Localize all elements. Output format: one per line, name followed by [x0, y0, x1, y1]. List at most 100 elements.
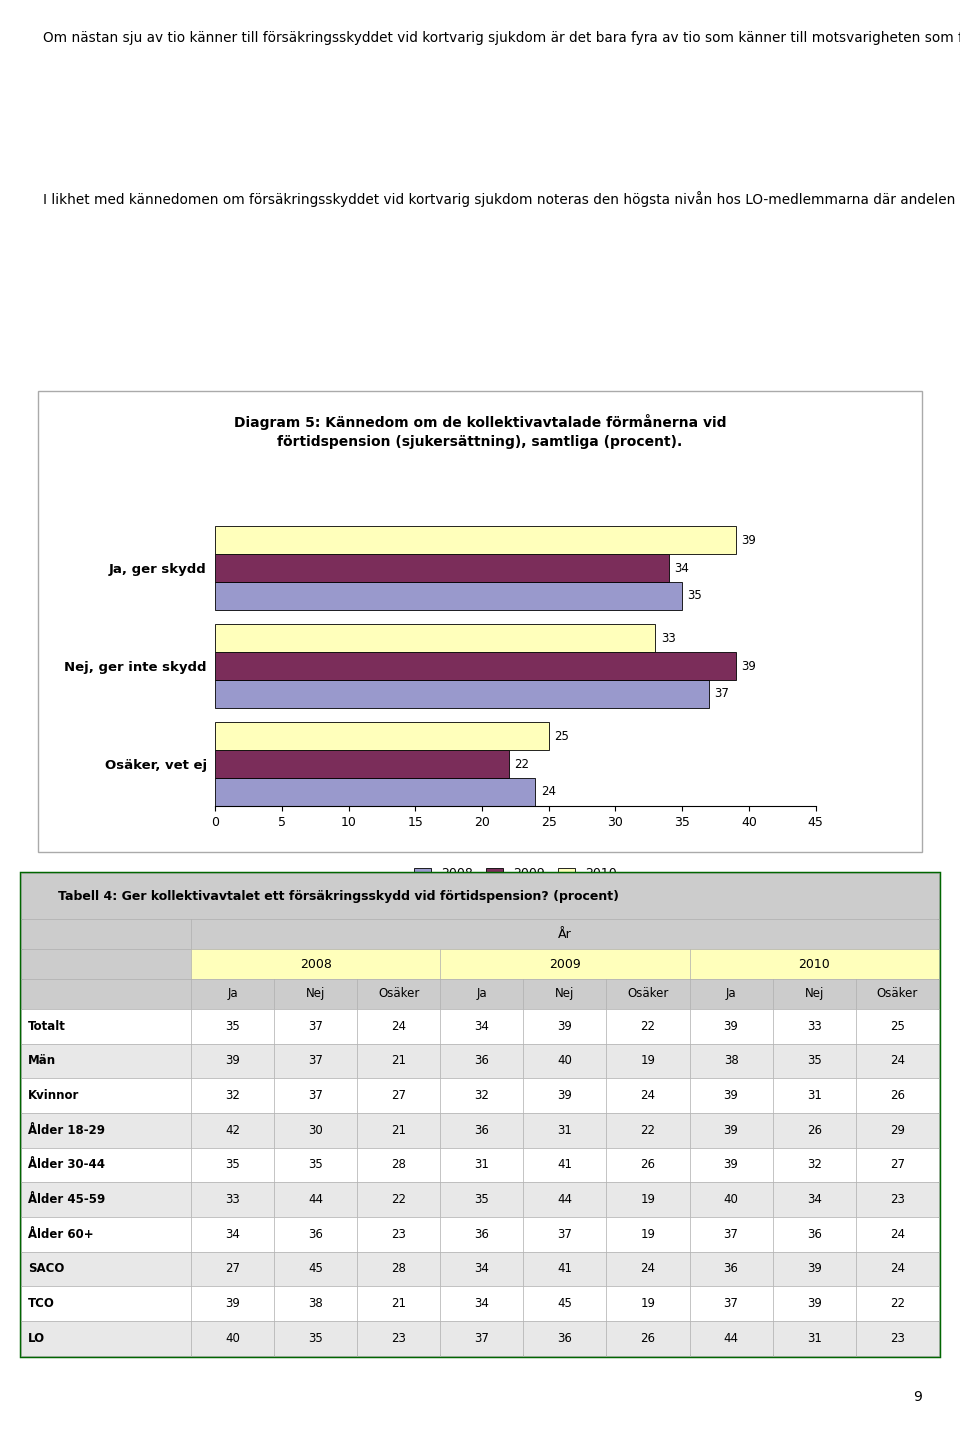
FancyBboxPatch shape [191, 1217, 274, 1252]
FancyBboxPatch shape [274, 1147, 357, 1183]
FancyBboxPatch shape [441, 1009, 523, 1043]
Text: Om nästan sju av tio känner till försäkringsskyddet vid kortvarig sjukdom är det: Om nästan sju av tio känner till försäkr… [43, 29, 960, 45]
FancyBboxPatch shape [441, 1112, 523, 1147]
FancyBboxPatch shape [607, 1112, 689, 1147]
FancyBboxPatch shape [357, 1217, 441, 1252]
FancyBboxPatch shape [855, 1217, 939, 1252]
FancyBboxPatch shape [523, 1043, 607, 1078]
FancyBboxPatch shape [191, 920, 939, 950]
Text: Osäker: Osäker [627, 987, 669, 1000]
Text: 23: 23 [890, 1193, 904, 1206]
FancyBboxPatch shape [689, 1321, 773, 1356]
Text: 40: 40 [724, 1193, 738, 1206]
Text: 36: 36 [474, 1227, 490, 1240]
Text: 35: 35 [687, 590, 703, 603]
Text: 36: 36 [474, 1124, 490, 1137]
Text: 19: 19 [640, 1193, 656, 1206]
Text: 39: 39 [558, 1089, 572, 1102]
Text: 22: 22 [514, 757, 529, 771]
Text: I likhet med kännedomen om försäkringsskyddet vid kortvarig sjukdom noteras den : I likhet med kännedomen om försäkringssk… [43, 191, 960, 207]
Text: 39: 39 [741, 659, 756, 672]
FancyBboxPatch shape [357, 1286, 441, 1321]
FancyBboxPatch shape [523, 1078, 607, 1112]
Text: 23: 23 [392, 1331, 406, 1344]
FancyBboxPatch shape [773, 1217, 855, 1252]
FancyBboxPatch shape [191, 1321, 274, 1356]
Text: 24: 24 [890, 1227, 905, 1240]
Text: 34: 34 [225, 1227, 240, 1240]
Text: 45: 45 [558, 1297, 572, 1309]
FancyBboxPatch shape [357, 979, 441, 1009]
FancyBboxPatch shape [689, 1112, 773, 1147]
FancyBboxPatch shape [689, 1252, 773, 1286]
Text: 22: 22 [391, 1193, 406, 1206]
Text: 2009: 2009 [549, 957, 581, 970]
FancyBboxPatch shape [21, 920, 191, 950]
FancyBboxPatch shape [21, 873, 939, 1356]
Text: 29: 29 [890, 1124, 905, 1137]
Text: 24: 24 [640, 1089, 656, 1102]
Text: 35: 35 [308, 1331, 323, 1344]
Text: 44: 44 [724, 1331, 738, 1344]
FancyBboxPatch shape [523, 1147, 607, 1183]
Text: 41: 41 [558, 1262, 572, 1275]
Text: 34: 34 [474, 1020, 490, 1033]
FancyBboxPatch shape [689, 950, 939, 979]
Text: 42: 42 [225, 1124, 240, 1137]
FancyBboxPatch shape [855, 1112, 939, 1147]
Text: 28: 28 [392, 1262, 406, 1275]
Text: 27: 27 [391, 1089, 406, 1102]
FancyBboxPatch shape [523, 1252, 607, 1286]
Bar [215, 527, 735, 554]
FancyBboxPatch shape [855, 1009, 939, 1043]
Text: Kvinnor: Kvinnor [28, 1089, 80, 1102]
Text: 39: 39 [724, 1124, 738, 1137]
Text: 37: 37 [714, 688, 729, 701]
FancyBboxPatch shape [191, 1183, 274, 1217]
FancyBboxPatch shape [689, 1147, 773, 1183]
FancyBboxPatch shape [191, 1112, 274, 1147]
FancyBboxPatch shape [274, 1286, 357, 1321]
FancyBboxPatch shape [357, 1009, 441, 1043]
Text: 37: 37 [558, 1227, 572, 1240]
Text: Ja: Ja [726, 987, 736, 1000]
Text: 26: 26 [890, 1089, 905, 1102]
Text: 39: 39 [741, 534, 756, 547]
FancyBboxPatch shape [773, 1147, 855, 1183]
Bar [215, 554, 669, 581]
FancyBboxPatch shape [21, 1286, 191, 1321]
FancyBboxPatch shape [191, 950, 441, 979]
Text: 33: 33 [806, 1020, 822, 1033]
Text: 31: 31 [806, 1331, 822, 1344]
FancyBboxPatch shape [441, 1043, 523, 1078]
Text: Ålder 60+: Ålder 60+ [28, 1227, 93, 1240]
FancyBboxPatch shape [523, 1217, 607, 1252]
Bar [215, 625, 656, 652]
Text: 39: 39 [806, 1297, 822, 1309]
FancyBboxPatch shape [357, 1252, 441, 1286]
Text: 33: 33 [225, 1193, 240, 1206]
FancyBboxPatch shape [21, 1112, 191, 1147]
FancyBboxPatch shape [607, 1147, 689, 1183]
FancyBboxPatch shape [274, 1217, 357, 1252]
FancyBboxPatch shape [274, 1321, 357, 1356]
Text: 37: 37 [724, 1227, 738, 1240]
Text: 35: 35 [308, 1158, 323, 1171]
FancyBboxPatch shape [38, 391, 922, 852]
FancyBboxPatch shape [441, 1078, 523, 1112]
FancyBboxPatch shape [773, 1321, 855, 1356]
Text: 21: 21 [391, 1297, 406, 1309]
FancyBboxPatch shape [689, 1286, 773, 1321]
Text: Osäker: Osäker [876, 987, 918, 1000]
FancyBboxPatch shape [357, 1078, 441, 1112]
Text: 22: 22 [640, 1124, 656, 1137]
FancyBboxPatch shape [855, 1078, 939, 1112]
FancyBboxPatch shape [441, 1183, 523, 1217]
Text: 39: 39 [806, 1262, 822, 1275]
FancyBboxPatch shape [523, 1321, 607, 1356]
Text: 31: 31 [558, 1124, 572, 1137]
Text: Tabell 4: Ger kollektivavtalet ett försäkringsskydd vid förtidspension? (procent: Tabell 4: Ger kollektivavtalet ett försä… [58, 889, 619, 902]
FancyBboxPatch shape [441, 1286, 523, 1321]
Text: Ja: Ja [228, 987, 238, 1000]
Text: 32: 32 [474, 1089, 490, 1102]
